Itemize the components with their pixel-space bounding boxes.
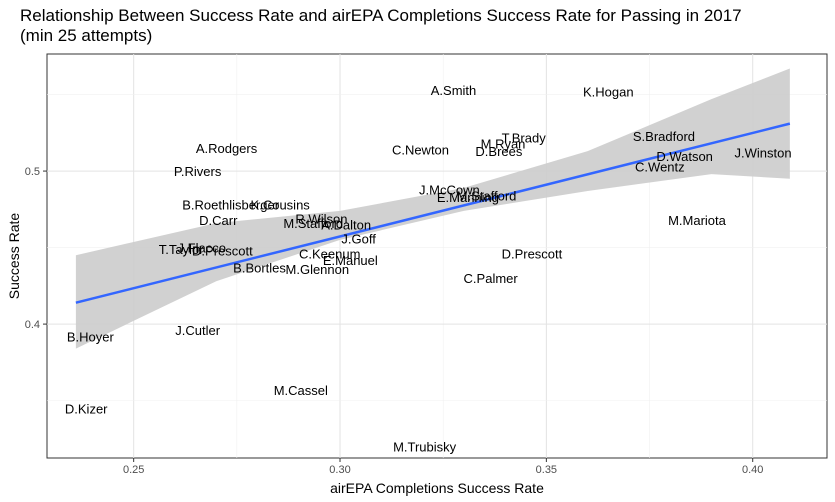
- x-tick-label: 0.25: [123, 464, 144, 476]
- point-label: D.Brees: [475, 144, 522, 159]
- trend-line: [75, 122, 791, 304]
- point-label: D.Watson: [656, 149, 713, 164]
- point-label: M.Mariota: [668, 213, 727, 228]
- point-label: E.Manning: [437, 190, 499, 205]
- point-label: C.Wentz: [635, 159, 685, 174]
- point-label: D.Carr: [199, 213, 238, 228]
- point-label: J.Goff: [341, 231, 376, 246]
- point-label: M.Glennon: [286, 262, 350, 277]
- chart-title: Relationship Between Success Rate and ai…: [20, 6, 742, 25]
- point-label: B.Hoyer: [67, 329, 115, 344]
- point-label: D.Prescott: [192, 244, 253, 259]
- x-tick-label: 0.40: [742, 464, 763, 476]
- confidence-band: [75, 68, 790, 349]
- point-label: J.Cutler: [175, 323, 220, 338]
- point-label: D.Prescott: [502, 247, 563, 262]
- point-label: K.Cousins: [251, 198, 311, 213]
- point-label: D.Kizer: [65, 401, 108, 416]
- chart-subtitle: (min 25 attempts): [20, 26, 153, 45]
- point-label: B.Roethlisberger: [182, 198, 279, 213]
- point-label: A.Rodgers: [196, 141, 258, 156]
- point-label: C.Palmer: [464, 271, 519, 286]
- point-label: K.Hogan: [583, 84, 634, 99]
- point-label: A.Dalton: [321, 218, 371, 233]
- point-label: M.Trubisky: [393, 440, 457, 455]
- y-tick-label: 0.4: [25, 319, 40, 331]
- point-label: M.Stafford: [457, 189, 517, 204]
- x-axis-title: airEPA Completions Success Rate: [330, 480, 544, 496]
- confidence-band-area: [75, 68, 790, 349]
- point-label: S.Bradford: [633, 129, 695, 144]
- point-label: J.McCown: [419, 182, 480, 197]
- point-label: A.Smith: [431, 83, 477, 98]
- point-label: B.Bortles: [233, 260, 286, 275]
- point-label: T.Taylor: [159, 242, 204, 257]
- point-label: M.Ryan: [481, 137, 526, 152]
- point-label: C.Keenum: [299, 247, 360, 262]
- point-label: T.Brady: [502, 130, 547, 145]
- point-label: M.Cassel: [274, 383, 328, 398]
- regression-line: [75, 122, 791, 304]
- point-label: J.Winston: [734, 146, 791, 161]
- x-tick-label: 0.35: [536, 464, 557, 476]
- x-tick-label: 0.30: [329, 464, 350, 476]
- point-label: R.Wilson: [295, 212, 347, 227]
- point-label: C.Newton: [392, 143, 449, 158]
- point-label: J.Flacco: [178, 241, 226, 256]
- y-axis-title: Success Rate: [6, 213, 22, 300]
- point-label: M.Stafford: [283, 216, 343, 231]
- point-label: P.Rivers: [174, 164, 222, 179]
- point-label: E.Manuel: [323, 253, 378, 268]
- y-tick-label: 0.5: [25, 166, 40, 178]
- axes: 0.25 0.30 0.35 0.40 0.4 0.5: [25, 166, 764, 476]
